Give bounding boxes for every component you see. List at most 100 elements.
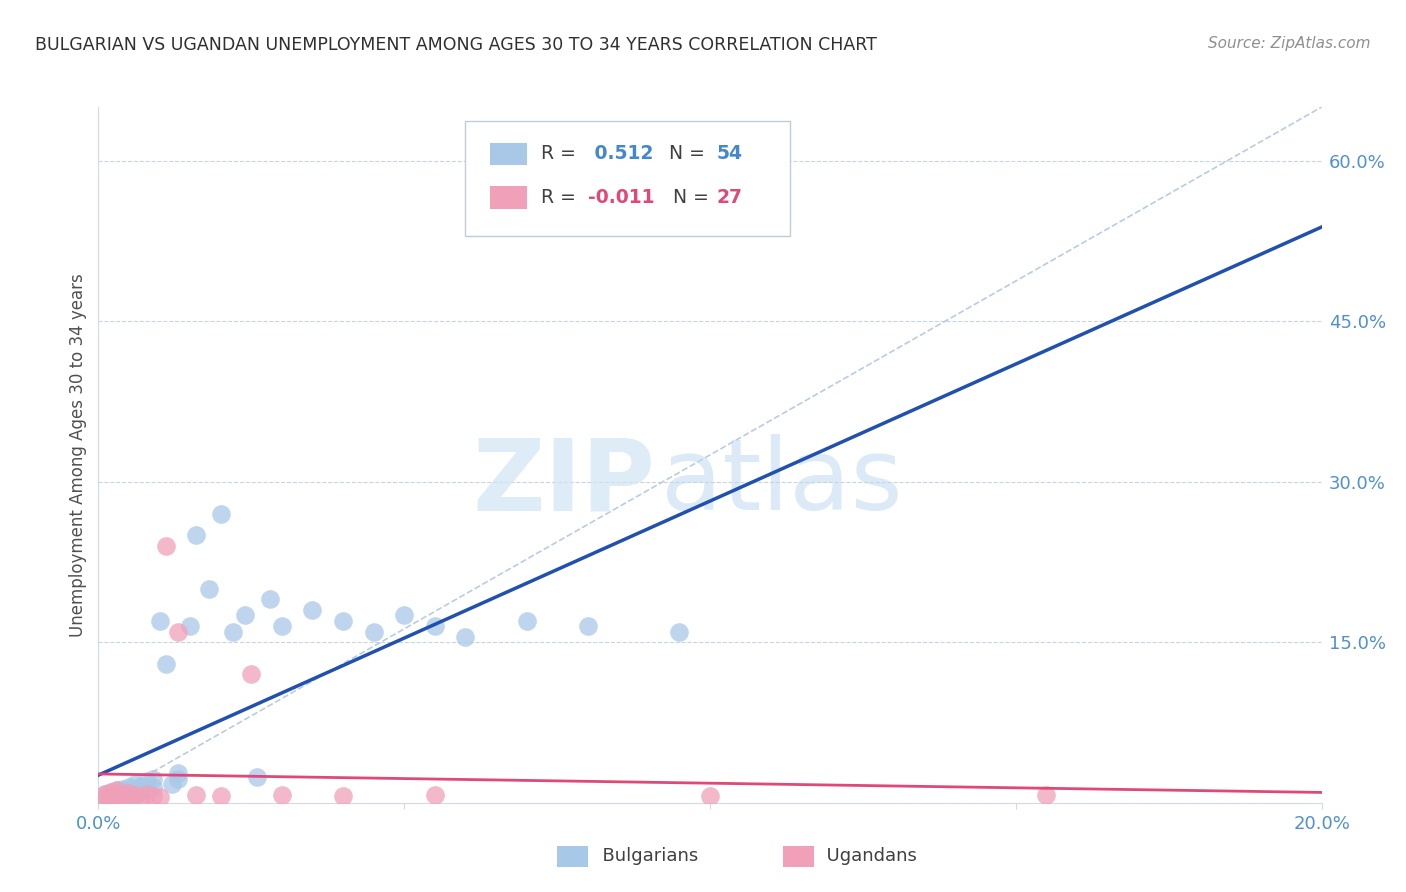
Point [160,776,183,790]
Point [179,619,201,633]
Point [124,789,146,803]
Bar [489,186,526,209]
Point [576,619,599,633]
Point [233,608,256,623]
Point [111,789,134,804]
Point [93,792,115,806]
Text: N =: N = [661,188,716,207]
Point [105,783,128,797]
Point [100,791,122,805]
Point [124,789,146,804]
Text: Source: ZipAtlas.com: Source: ZipAtlas.com [1208,36,1371,51]
Point [259,592,281,607]
Point [118,786,141,800]
Point [136,774,159,789]
Point [149,614,172,628]
Bar [557,846,588,867]
Point [363,624,385,639]
Point [118,780,141,794]
Point [105,789,128,803]
Text: 27: 27 [716,188,742,207]
Point [111,781,134,796]
Point [124,776,146,790]
Point [142,780,165,794]
Point [209,507,232,521]
Point [167,772,190,787]
Point [270,789,292,803]
Text: ZIP: ZIP [472,434,655,532]
Point [105,792,128,806]
Point [423,619,446,633]
Point [301,603,323,617]
Point [270,619,292,633]
Point [332,789,354,804]
Point [111,787,134,801]
Point [332,614,354,628]
Point [100,789,122,804]
Point [155,539,177,553]
Point [118,784,141,798]
Point [111,791,134,805]
Text: R =: R = [541,145,582,163]
Text: 54: 54 [716,145,742,163]
Text: R =: R = [541,188,582,207]
Point [155,657,177,671]
Point [699,789,721,804]
Point [186,528,208,542]
Point [105,790,128,805]
Point [93,787,115,801]
Point [423,789,446,803]
Point [111,789,134,804]
Point [246,770,269,784]
Text: N =: N = [658,145,711,163]
Point [454,630,477,644]
Point [93,787,115,801]
Point [105,790,128,805]
Point [516,614,538,628]
Point [111,785,134,799]
Point [100,791,122,805]
Point [118,789,141,803]
Point [124,781,146,796]
Point [105,789,128,803]
Point [93,790,115,805]
Point [142,789,165,804]
Text: BULGARIAN VS UGANDAN UNEMPLOYMENT AMONG AGES 30 TO 34 YEARS CORRELATION CHART: BULGARIAN VS UGANDAN UNEMPLOYMENT AMONG … [35,36,877,54]
Point [209,789,232,804]
Text: atlas: atlas [661,434,903,532]
Point [149,790,172,805]
Point [124,786,146,800]
Point [240,667,263,681]
Point [111,787,134,801]
Point [129,779,152,793]
Point [129,784,152,798]
FancyBboxPatch shape [465,121,790,235]
Point [100,789,122,803]
Point [392,608,416,623]
Point [118,791,141,805]
Bar [489,143,526,165]
Point [1035,789,1057,803]
Point [100,785,122,799]
Point [142,772,165,787]
Point [136,781,159,796]
Point [186,789,208,803]
Point [118,790,141,805]
Point [129,790,152,805]
Text: Ugandans: Ugandans [815,847,917,865]
Point [668,624,690,639]
Point [100,789,122,804]
Point [167,624,190,639]
Point [93,790,115,805]
Text: Bulgarians: Bulgarians [591,847,697,865]
Point [105,786,128,800]
Point [136,787,159,801]
Point [197,582,219,596]
Point [100,785,122,799]
Point [105,783,128,797]
Point [167,765,190,780]
Point [222,624,245,639]
Text: -0.011: -0.011 [588,188,654,207]
Text: 0.512: 0.512 [588,145,652,163]
Y-axis label: Unemployment Among Ages 30 to 34 years: Unemployment Among Ages 30 to 34 years [69,273,87,637]
